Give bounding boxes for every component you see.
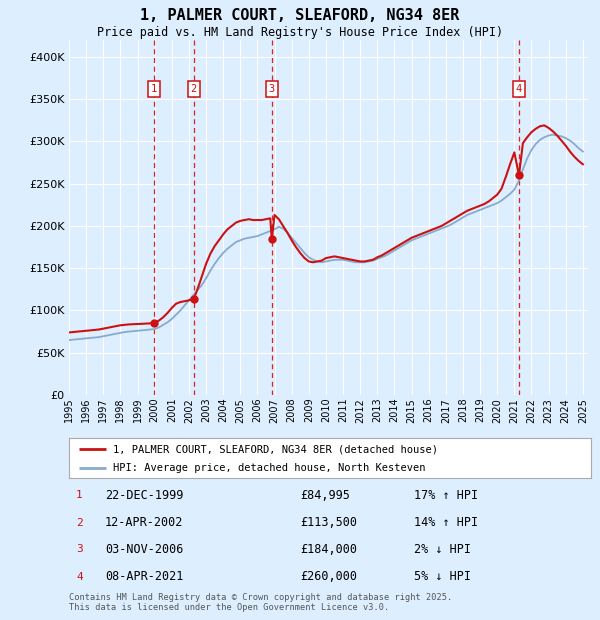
Text: 4: 4 [76,572,83,582]
Text: 2: 2 [191,84,197,94]
Text: £184,000: £184,000 [300,543,357,556]
Text: 1, PALMER COURT, SLEAFORD, NG34 8ER: 1, PALMER COURT, SLEAFORD, NG34 8ER [140,8,460,23]
Text: 08-APR-2021: 08-APR-2021 [105,570,184,583]
Text: 2% ↓ HPI: 2% ↓ HPI [414,543,471,556]
Text: £84,995: £84,995 [300,489,350,502]
Text: 03-NOV-2006: 03-NOV-2006 [105,543,184,556]
Text: 4: 4 [516,84,522,94]
Text: 3: 3 [269,84,275,94]
Text: 3: 3 [76,544,83,554]
Text: 14% ↑ HPI: 14% ↑ HPI [414,516,478,529]
Text: 2: 2 [76,518,83,528]
Text: 1: 1 [76,490,83,500]
Text: 1, PALMER COURT, SLEAFORD, NG34 8ER (detached house): 1, PALMER COURT, SLEAFORD, NG34 8ER (det… [113,444,439,454]
Text: £260,000: £260,000 [300,570,357,583]
Text: 1: 1 [151,84,157,94]
Text: HPI: Average price, detached house, North Kesteven: HPI: Average price, detached house, Nort… [113,463,426,473]
Text: 17% ↑ HPI: 17% ↑ HPI [414,489,478,502]
Text: 5% ↓ HPI: 5% ↓ HPI [414,570,471,583]
Text: £113,500: £113,500 [300,516,357,529]
Text: Contains HM Land Registry data © Crown copyright and database right 2025.
This d: Contains HM Land Registry data © Crown c… [69,593,452,613]
Text: 12-APR-2002: 12-APR-2002 [105,516,184,529]
Text: 22-DEC-1999: 22-DEC-1999 [105,489,184,502]
Text: Price paid vs. HM Land Registry's House Price Index (HPI): Price paid vs. HM Land Registry's House … [97,26,503,39]
